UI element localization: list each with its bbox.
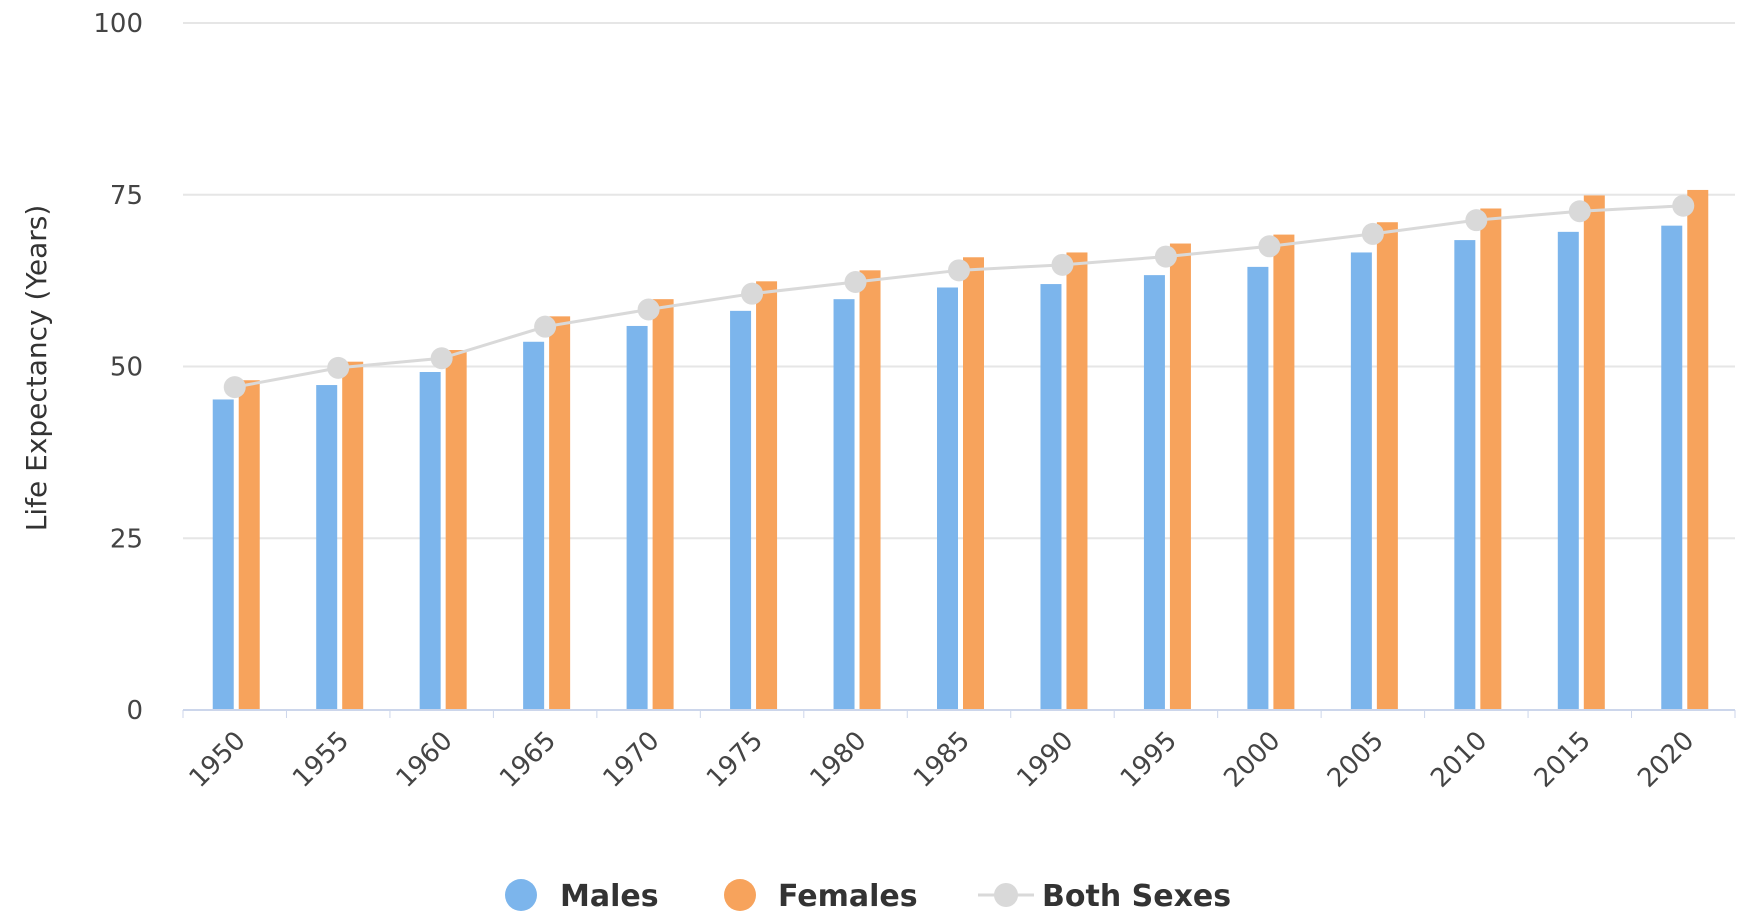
x-tick-label: 1970: [598, 726, 666, 794]
bar-females[interactable]: [549, 316, 571, 710]
bar-males[interactable]: [833, 299, 855, 710]
x-tick-label: 2020: [1632, 726, 1700, 794]
bar-females[interactable]: [963, 257, 984, 710]
bar-females[interactable]: [445, 350, 467, 710]
legend-symbol-males: [505, 879, 537, 911]
point-both-sexes[interactable]: [1154, 245, 1177, 268]
bar-males[interactable]: [626, 325, 648, 710]
point-both-sexes[interactable]: [327, 356, 350, 379]
point-both-sexes[interactable]: [1051, 253, 1074, 276]
point-both-sexes[interactable]: [534, 315, 557, 338]
bar-males[interactable]: [1143, 275, 1165, 710]
x-tick-label: 1965: [494, 726, 562, 794]
x-tick-label: 1960: [391, 726, 459, 794]
bar-females[interactable]: [652, 299, 674, 710]
bar-females[interactable]: [1066, 252, 1088, 710]
bar-females[interactable]: [1169, 243, 1191, 711]
legend-label-males: Males: [560, 879, 659, 914]
x-tick-label: 1950: [184, 726, 252, 794]
x-tick-label: 2010: [1425, 726, 1493, 794]
y-axis-title: Life Expectancy (Years): [20, 205, 53, 531]
point-both-sexes[interactable]: [844, 270, 867, 293]
point-both-sexes[interactable]: [1258, 235, 1281, 258]
legend-item-females[interactable]: Females: [724, 879, 918, 914]
y-tick-label: 50: [110, 353, 143, 383]
bar-males[interactable]: [212, 399, 234, 710]
legend-item-males[interactable]: Males: [505, 879, 659, 914]
bar-males[interactable]: [523, 341, 545, 710]
x-tick-label: 1990: [1011, 726, 1079, 794]
bar-females[interactable]: [1583, 195, 1605, 710]
bar-males[interactable]: [1040, 284, 1062, 710]
bar-females[interactable]: [756, 281, 778, 710]
y-tick-label: 100: [93, 9, 143, 39]
bar-males[interactable]: [730, 310, 752, 710]
legend-symbol-both-sexes: [994, 883, 1018, 907]
bar-females[interactable]: [1480, 208, 1502, 711]
legend-symbol-females: [724, 879, 756, 911]
x-tick-label: 1975: [701, 726, 769, 794]
x-tick-label: 1955: [287, 726, 355, 794]
point-both-sexes[interactable]: [741, 282, 764, 305]
bar-females[interactable]: [1273, 234, 1295, 710]
legend: Males Females Both Sexes: [505, 879, 1231, 914]
bar-males[interactable]: [1350, 252, 1372, 710]
x-tick-label: 1995: [1115, 726, 1183, 794]
point-both-sexes[interactable]: [1672, 194, 1695, 217]
bar-males[interactable]: [937, 287, 958, 710]
bar-males[interactable]: [1454, 240, 1476, 711]
bar-males[interactable]: [1247, 266, 1269, 710]
bar-males[interactable]: [316, 385, 338, 710]
bar-females[interactable]: [342, 361, 364, 710]
y-tick-label: 0: [126, 696, 143, 726]
x-tick-label: 2015: [1529, 726, 1597, 794]
point-both-sexes[interactable]: [1568, 200, 1591, 223]
legend-item-both-sexes[interactable]: Both Sexes: [978, 879, 1231, 914]
point-both-sexes[interactable]: [223, 376, 246, 399]
legend-label-both-sexes: Both Sexes: [1042, 879, 1231, 914]
bars: [212, 189, 1709, 711]
point-both-sexes[interactable]: [1361, 222, 1384, 245]
point-both-sexes[interactable]: [637, 298, 660, 321]
both-sexes-line: [223, 194, 1695, 399]
bar-females[interactable]: [238, 380, 260, 710]
point-both-sexes[interactable]: [948, 259, 970, 282]
x-tick-label: 1985: [908, 726, 976, 794]
bar-males[interactable]: [1661, 225, 1683, 711]
point-both-sexes[interactable]: [430, 347, 453, 370]
x-axis-ticks: [182, 710, 1736, 718]
y-tick-label: 75: [110, 181, 143, 211]
x-tick-label: 2005: [1322, 726, 1390, 794]
bar-females[interactable]: [859, 270, 881, 710]
bar-females[interactable]: [1687, 189, 1709, 711]
legend-label-females: Females: [778, 879, 918, 914]
bar-males[interactable]: [1557, 231, 1579, 710]
y-tick-label: 25: [110, 524, 143, 554]
x-tick-label: 1980: [804, 726, 872, 794]
bar-males[interactable]: [419, 371, 441, 710]
x-tick-label: 2000: [1218, 726, 1286, 794]
point-both-sexes[interactable]: [1465, 209, 1488, 232]
y-axis-tick-labels: 0 25 50 75 100: [93, 9, 143, 726]
x-axis-tick-labels: 1950 1955 1960 1965 1970 1975 1980 1985 1990 1995…: [184, 726, 1701, 794]
bar-females[interactable]: [1376, 222, 1398, 711]
